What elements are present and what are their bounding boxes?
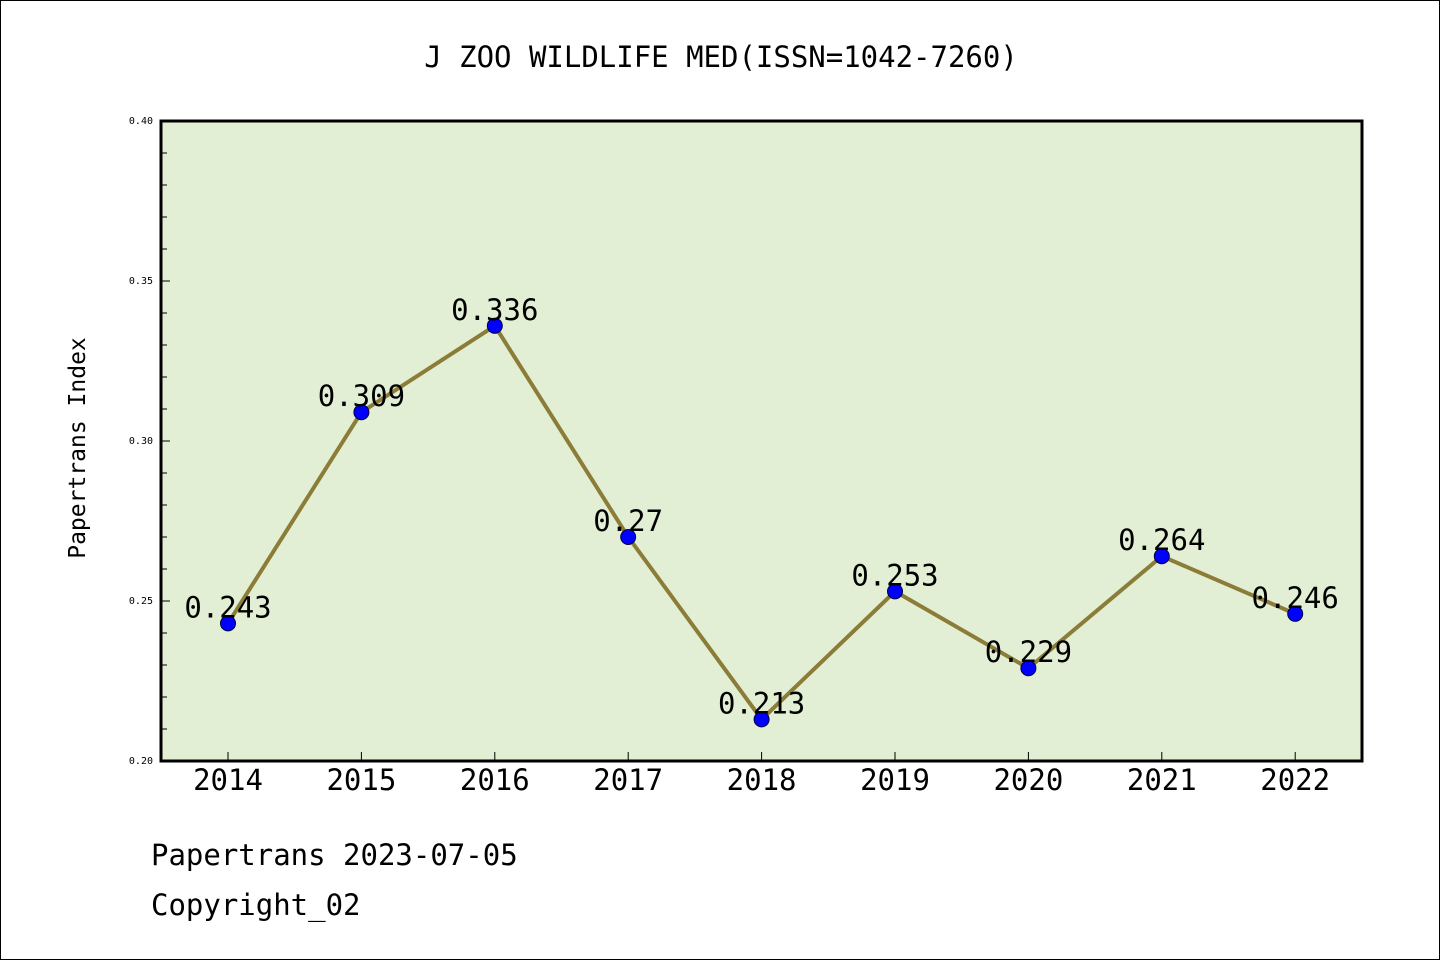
x-tick-label: 2019 [860, 763, 930, 797]
data-point [486, 317, 503, 334]
footer-copyright: Copyright_02 [151, 888, 361, 923]
data-points [220, 317, 1304, 728]
y-tick-label: 0.20 [129, 756, 153, 767]
data-labels: 0.243 0.309 0.336 0.27 0.213 0.253 0.229 0.264 0… [184, 293, 1339, 721]
y-tick-label: 0.40 [129, 116, 153, 127]
x-tick-label: 2015 [326, 763, 396, 797]
data-label: 0.243 [184, 590, 271, 624]
data-point [1020, 660, 1037, 677]
data-label: 0.264 [1118, 523, 1205, 557]
data-point [1287, 605, 1304, 622]
x-tick-label: 2018 [727, 763, 797, 797]
chart-title: J ZOO WILDLIFE MED(ISSN=1042-7260) [424, 40, 1018, 74]
x-tick-label: 2016 [460, 763, 530, 797]
x-tick-label: 2017 [593, 763, 663, 797]
data-point [353, 404, 370, 421]
plot-area [159, 119, 1364, 763]
data-label: 0.336 [451, 293, 538, 327]
x-tick-label: 2021 [1127, 763, 1197, 797]
data-label: 0.27 [593, 504, 663, 538]
y-tick-label: 0.25 [129, 596, 153, 607]
y-tick-label: 0.35 [129, 276, 153, 287]
data-label: 0.253 [851, 558, 938, 592]
data-point [1153, 548, 1170, 565]
data-label: 0.309 [318, 379, 405, 413]
x-tick-label: 2022 [1260, 763, 1330, 797]
x-axis: 2014 2015 2016 2017 2018 2019 2020 2021 2022 [193, 752, 1330, 797]
y-axis-label: Papertrans Index [65, 337, 91, 559]
data-label: 0.213 [718, 686, 805, 720]
x-tick-label: 2020 [993, 763, 1063, 797]
data-point [753, 711, 770, 728]
data-point [620, 529, 637, 545]
footer-date: Papertrans 2023-07-05 [151, 838, 518, 872]
data-point [220, 615, 236, 632]
x-tick-label: 2014 [193, 763, 263, 797]
y-axis: 0.20 0.25 0.30 0.35 0.40 [129, 116, 170, 767]
data-label: 0.229 [985, 635, 1072, 669]
data-label: 0.246 [1252, 581, 1339, 615]
data-point [887, 583, 903, 600]
y-tick-label: 0.30 [129, 436, 153, 447]
